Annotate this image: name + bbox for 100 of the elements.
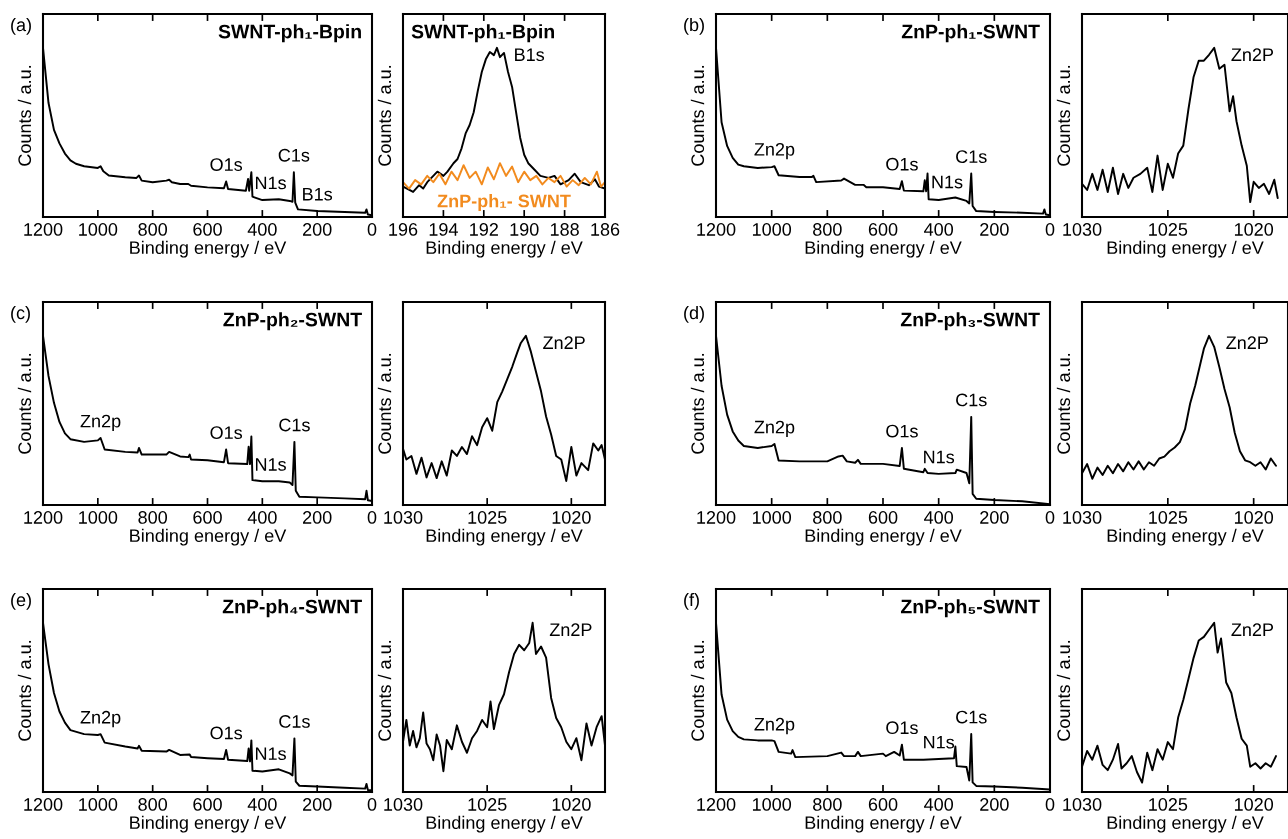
annotation: O1s (210, 158, 243, 171)
annotation: C1s (956, 710, 987, 724)
x-tick-label: 192 (470, 223, 498, 236)
x-tick-label: 194 (429, 223, 458, 236)
x-tick-label: 1000 (752, 798, 792, 811)
x-axis-title: Binding energy / eV (805, 240, 962, 258)
y-axis-title: Counts / a.u. (377, 65, 392, 166)
annotation: O1s (886, 157, 918, 171)
x-tick-label: 1200 (24, 511, 63, 524)
y-axis-title: Counts / a.u. (1056, 353, 1071, 454)
x-tick-label: 0 (367, 798, 377, 811)
chart-title: ZnP-ph₅-SWNT (900, 599, 1040, 618)
chart-title: ZnP-ph₃-SWNT (900, 312, 1040, 331)
x-tick-label: 200 (303, 798, 332, 811)
y-axis-title: Counts / a.u. (17, 640, 32, 741)
x-axis-title: Binding energy / eV (426, 528, 583, 546)
x-tick-label: 1020 (552, 798, 591, 811)
x-tick-label: 0 (1045, 511, 1055, 524)
x-tick-label: 1025 (1149, 511, 1188, 524)
x-tick-label: 0 (1045, 223, 1055, 236)
annotation: O1s (210, 726, 243, 740)
x-tick-label: 188 (550, 223, 579, 236)
x-axis-title: Binding energy / eV (130, 240, 287, 258)
x-tick-label: 1030 (1063, 798, 1102, 811)
x-tick-label: 800 (813, 511, 842, 524)
annotation: O1s (886, 424, 918, 438)
x-axis-title: Binding energy / eV (1107, 815, 1264, 833)
annotation: C1s (956, 393, 987, 407)
x-axis-title: Binding energy / eV (1107, 528, 1264, 546)
annotation: N1s (255, 176, 286, 190)
x-tick-label: 1030 (1063, 223, 1102, 236)
text: (a) (11, 18, 31, 35)
x-tick-label: 400 (247, 223, 277, 236)
annotation: Zn2p (754, 717, 795, 735)
annotation: Zn2p (754, 142, 795, 160)
x-tick-label: 800 (138, 511, 168, 524)
annotation: B1s (515, 48, 545, 62)
x-tick-label: 0 (367, 511, 377, 524)
x-tick-label: 1025 (1149, 223, 1188, 236)
x-tick-label: 1000 (79, 223, 118, 236)
x-tick-label: 1200 (697, 223, 736, 236)
annotation: C1s (279, 418, 310, 432)
series-label: ZnP-ph₁- SWNT (437, 194, 571, 211)
x-tick-label: 600 (193, 511, 222, 524)
x-tick-label: 600 (868, 223, 898, 236)
x-tick-label: 400 (247, 798, 277, 811)
x-tick-label: 0 (367, 223, 377, 236)
x-tick-label: 1030 (384, 798, 423, 811)
x-tick-label: 800 (813, 223, 842, 236)
x-tick-label: 400 (247, 511, 277, 524)
x-axis-title: Binding energy / eV (805, 528, 962, 546)
x-tick-label: 1200 (24, 798, 63, 811)
x-tick-label: 200 (980, 511, 1009, 524)
x-tick-label: 400 (924, 223, 954, 236)
x-tick-label: 600 (193, 798, 222, 811)
x-tick-label: 200 (980, 223, 1009, 236)
y-axis-title: Counts / a.u. (17, 65, 32, 166)
x-tick-label: 1000 (79, 511, 118, 524)
x-tick-label: 200 (980, 798, 1009, 811)
annotation: Zn2P (1231, 623, 1274, 636)
annotation: O1s (210, 426, 243, 439)
annotation: Zn2p (754, 420, 795, 437)
annotation: Zn2P (549, 623, 592, 636)
y-axis-title: Counts / a.u. (690, 65, 705, 166)
x-tick-label: 600 (868, 511, 898, 524)
annotation: N1s (255, 747, 286, 760)
y-axis-title: Counts / a.u. (1056, 640, 1071, 741)
x-tick-label: 200 (303, 223, 332, 236)
x-tick-label: 800 (138, 798, 168, 811)
annotation: Zn2P (543, 336, 585, 349)
y-axis-title: Counts / a.u. (690, 353, 705, 454)
y-axis-title: Counts / a.u. (377, 353, 392, 454)
annotation: Zn2P (1231, 48, 1274, 61)
annotation: Zn2p (80, 710, 121, 728)
x-tick-label: 0 (1045, 798, 1055, 811)
x-tick-label: 1200 (697, 798, 736, 811)
x-tick-label: 1200 (697, 511, 736, 524)
y-axis-title: Counts / a.u. (1056, 65, 1071, 166)
x-tick-label: 1020 (552, 511, 591, 524)
x-tick-label: 400 (924, 511, 954, 524)
chart-title: ZnP-ph₄-SWNT (222, 599, 362, 618)
x-tick-label: 1025 (1149, 798, 1188, 811)
annotation: Zn2p (80, 414, 121, 432)
x-tick-label: 600 (193, 223, 222, 236)
chart-title: ZnP-ph₁-SWNT (901, 24, 1040, 43)
annotation: Zn2P (1226, 336, 1268, 349)
x-axis-title: Binding energy / eV (130, 815, 287, 833)
x-tick-label: 1200 (24, 223, 63, 236)
annotation: N1s (924, 735, 955, 749)
x-tick-label: 1020 (1234, 223, 1274, 236)
x-tick-label: 196 (389, 223, 418, 236)
chart-title: ZnP-ph₂-SWNT (223, 312, 362, 331)
x-tick-label: 1025 (468, 798, 507, 811)
x-tick-label: 1030 (384, 511, 423, 524)
annotation: C1s (278, 148, 310, 162)
x-tick-label: 190 (510, 223, 539, 236)
annotation: N1s (932, 175, 963, 189)
x-tick-label: 400 (924, 798, 954, 811)
annotation: C1s (279, 715, 310, 728)
x-axis-title: Binding energy / eV (130, 528, 287, 546)
